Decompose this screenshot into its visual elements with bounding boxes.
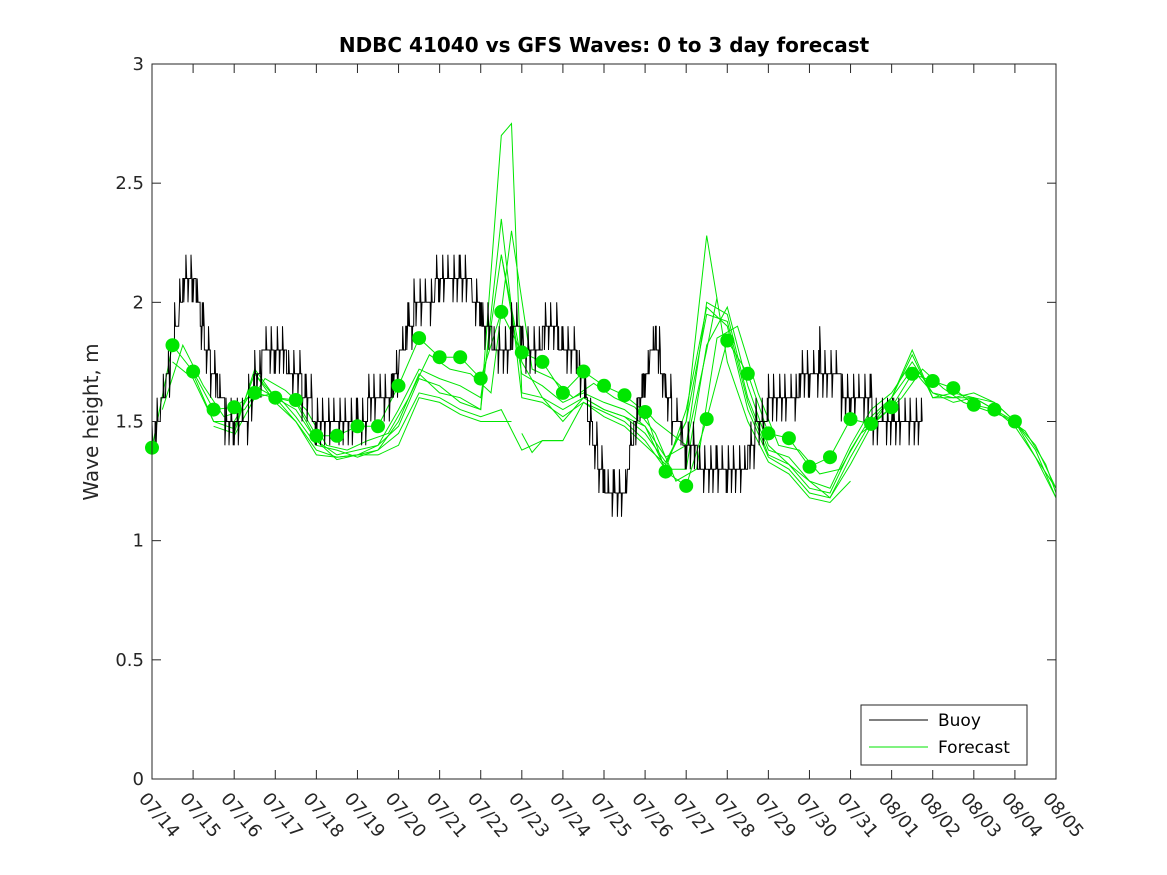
forecast-marker [823,450,837,465]
forecast-marker [555,385,570,400]
x-tick-label: 07/26 [627,789,676,842]
plot-area [151,122,1057,517]
x-tick-label: 07/20 [381,789,430,842]
y-tick-label: 0 [133,769,144,790]
forecast-marker [186,364,201,379]
forecast-marker [350,419,365,434]
forecast-run-line [233,235,851,504]
x-tick-label: 08/03 [956,789,1005,842]
forecast-marker [658,464,673,479]
forecast-run-line [254,373,512,461]
forecast-marker [884,400,899,415]
forecast-marker [802,459,817,474]
forecast-run-line [213,218,1057,499]
forecast-run-line [172,254,1057,489]
x-tick-label: 07/18 [299,789,348,842]
forecast-marker [864,416,879,431]
x-tick-label: 07/30 [792,789,841,842]
legend-label-forecast: Forecast [938,738,1010,758]
forecast-run-line [192,122,1057,498]
forecast-run-line [521,433,563,454]
x-tick-label: 07/23 [504,789,553,842]
forecast-marker [1007,414,1022,429]
x-tick-label: 07/16 [216,789,265,842]
forecast-marker [987,402,1002,417]
legend: Buoy Forecast [860,704,1028,766]
x-tick-label: 07/31 [833,789,882,842]
forecast-marker [535,354,550,369]
forecast-marker [597,378,611,393]
chart-title: NDBC 41040 vs GFS Waves: 0 to 3 day fore… [339,33,870,57]
buoy-line [151,254,923,517]
x-tick-label: 07/25 [586,789,635,842]
x-tick-label: 07/14 [134,789,183,842]
forecast-marker [494,304,509,319]
forecast-marker [432,350,447,365]
forecast-marker [966,397,981,412]
forecast-marker [720,333,735,348]
x-tick-label: 07/15 [175,789,224,842]
x-tick-label: 08/04 [997,789,1046,842]
y-tick-label: 1 [133,531,144,552]
legend-label-buoy: Buoy [938,711,981,731]
forecast-marker [371,419,385,434]
forecast-marker [473,371,488,386]
x-tick-label: 07/19 [340,789,389,842]
forecast-marker [514,345,529,360]
forecast-marker [925,374,940,388]
x-tick-label: 07/27 [668,789,717,842]
forecast-marker [781,431,796,446]
x-tick-label: 08/01 [874,789,923,842]
forecast-marker [206,402,221,417]
y-tick-label: 3 [133,54,144,75]
forecast-marker [412,331,427,346]
forecast-marker [453,350,468,365]
x-tick-label: 07/22 [463,789,512,842]
forecast-run-line [161,230,1057,494]
x-tick-label: 07/17 [257,789,306,842]
forecast-marker [268,390,283,405]
forecast-marker [699,412,714,427]
y-tick-label: 2 [133,292,144,313]
forecast-marker [905,366,920,381]
y-axis-label: Wave height, m [79,343,103,500]
forecast-marker [761,426,776,441]
y-tick-label: 0.5 [115,650,144,671]
forecast-marker [309,428,324,443]
forecast-marker [165,338,180,353]
x-tick-label: 07/24 [545,789,594,842]
x-tick-label: 07/21 [422,789,471,842]
forecast-marker [391,378,406,393]
forecast-marker [740,366,755,381]
y-tick-label: 2.5 [115,173,144,194]
forecast-marker [638,405,653,419]
forecast-marker [679,478,694,493]
legend-box [860,704,1028,766]
x-tick-label: 07/29 [751,789,800,842]
forecast-marker [843,412,858,427]
x-tick-label: 08/02 [915,789,964,842]
forecast-marker [946,381,961,396]
forecast-marker [247,385,262,400]
forecast-marker [617,388,632,403]
x-tick-label: 08/05 [1038,789,1087,842]
forecast-marker [227,400,242,415]
x-tick-label: 07/28 [709,789,758,842]
y-tick-label: 1.5 [115,412,144,433]
forecast-marker [329,428,344,443]
forecast-marker [288,393,303,407]
forecast-marker [576,364,591,379]
